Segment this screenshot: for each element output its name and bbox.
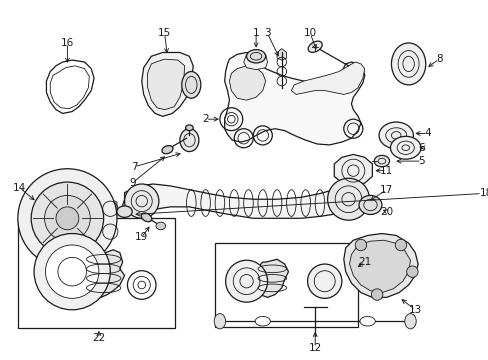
Ellipse shape: [56, 207, 79, 230]
Text: 2: 2: [202, 114, 208, 124]
Text: 13: 13: [408, 305, 421, 315]
Ellipse shape: [307, 41, 322, 52]
Text: 1: 1: [252, 28, 259, 39]
Polygon shape: [147, 59, 184, 110]
Bar: [18, 218, 175, 328]
Text: 16: 16: [61, 38, 74, 48]
Ellipse shape: [45, 245, 99, 298]
Polygon shape: [334, 154, 372, 186]
Text: 4: 4: [424, 129, 430, 139]
Ellipse shape: [182, 72, 201, 98]
Text: 5: 5: [418, 156, 425, 166]
Ellipse shape: [162, 145, 173, 154]
Ellipse shape: [354, 239, 366, 251]
Text: 8: 8: [435, 54, 442, 64]
Ellipse shape: [18, 169, 117, 268]
Polygon shape: [349, 240, 409, 293]
Ellipse shape: [390, 43, 425, 85]
Ellipse shape: [156, 222, 165, 230]
Ellipse shape: [180, 129, 199, 152]
Text: 6: 6: [418, 143, 425, 153]
Ellipse shape: [44, 195, 90, 241]
Text: 15: 15: [158, 28, 171, 39]
Polygon shape: [229, 66, 265, 100]
Ellipse shape: [327, 178, 369, 220]
Polygon shape: [277, 49, 286, 60]
Ellipse shape: [371, 289, 382, 300]
Text: 11: 11: [379, 166, 392, 176]
Ellipse shape: [225, 260, 267, 302]
Ellipse shape: [358, 195, 381, 215]
Ellipse shape: [31, 182, 103, 255]
Polygon shape: [224, 53, 364, 145]
Text: 22: 22: [92, 333, 105, 343]
Ellipse shape: [359, 316, 374, 326]
Ellipse shape: [378, 122, 412, 149]
Text: 7: 7: [131, 162, 137, 172]
Ellipse shape: [34, 234, 110, 310]
Polygon shape: [101, 199, 117, 221]
Text: 19: 19: [135, 232, 148, 242]
Ellipse shape: [404, 314, 415, 329]
Text: 9: 9: [129, 178, 135, 188]
Polygon shape: [81, 250, 124, 297]
Ellipse shape: [141, 213, 151, 222]
Ellipse shape: [185, 125, 193, 131]
Text: 17: 17: [379, 185, 392, 195]
Text: 3: 3: [264, 28, 270, 39]
Text: 12: 12: [308, 343, 321, 353]
Polygon shape: [343, 234, 417, 297]
Ellipse shape: [255, 316, 270, 326]
Polygon shape: [46, 60, 94, 113]
Ellipse shape: [124, 184, 159, 218]
Ellipse shape: [373, 156, 389, 167]
Text: 10: 10: [303, 28, 316, 39]
Ellipse shape: [390, 136, 420, 159]
Polygon shape: [291, 62, 364, 94]
Ellipse shape: [246, 50, 265, 63]
Ellipse shape: [117, 206, 132, 217]
Text: 18: 18: [479, 188, 488, 198]
Ellipse shape: [214, 314, 225, 329]
Ellipse shape: [394, 239, 406, 251]
Polygon shape: [29, 178, 103, 255]
Text: 20: 20: [379, 207, 392, 217]
Polygon shape: [142, 53, 193, 116]
Text: 14: 14: [13, 183, 26, 193]
Ellipse shape: [406, 266, 417, 278]
Text: 21: 21: [357, 257, 370, 267]
Bar: [215, 243, 357, 327]
Polygon shape: [101, 221, 117, 243]
Polygon shape: [243, 53, 267, 69]
Ellipse shape: [307, 264, 341, 298]
Polygon shape: [253, 259, 288, 297]
Polygon shape: [122, 184, 362, 218]
